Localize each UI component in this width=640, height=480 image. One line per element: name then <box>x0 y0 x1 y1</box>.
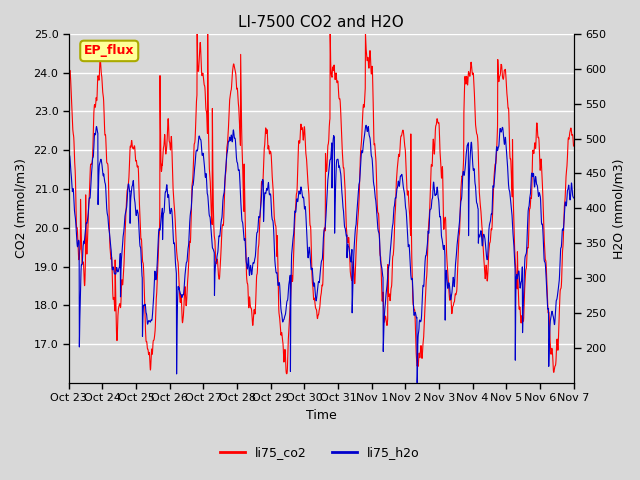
li75_co2 <box>283 371 291 377</box>
li75_h2o <box>468 144 476 150</box>
li75_co2 <box>193 31 201 37</box>
Legend: li75_co2, li75_h2o: li75_co2, li75_h2o <box>215 441 425 464</box>
li75_h2o <box>570 195 577 201</box>
Title: LI-7500 CO2 and H2O: LI-7500 CO2 and H2O <box>238 15 404 30</box>
li75_co2 <box>336 96 344 101</box>
li75_h2o <box>346 255 354 261</box>
li75_co2 <box>206 172 214 178</box>
Line: li75_co2: li75_co2 <box>69 34 573 374</box>
Text: EP_flux: EP_flux <box>84 45 134 58</box>
li75_co2 <box>347 273 355 278</box>
li75_co2 <box>540 210 547 216</box>
li75_h2o <box>525 201 533 206</box>
Line: li75_h2o: li75_h2o <box>69 125 573 383</box>
X-axis label: Time: Time <box>306 409 337 422</box>
li75_h2o <box>205 213 213 219</box>
Y-axis label: H2O (mmol/m3): H2O (mmol/m3) <box>612 158 625 259</box>
li75_h2o <box>362 122 370 128</box>
li75_h2o <box>65 154 73 160</box>
li75_co2 <box>570 143 577 149</box>
Y-axis label: CO2 (mmol/m3): CO2 (mmol/m3) <box>15 158 28 258</box>
li75_h2o <box>413 380 421 386</box>
li75_co2 <box>65 71 73 77</box>
li75_co2 <box>468 66 476 72</box>
li75_h2o <box>335 164 343 169</box>
li75_h2o <box>540 239 547 245</box>
li75_co2 <box>525 209 533 215</box>
